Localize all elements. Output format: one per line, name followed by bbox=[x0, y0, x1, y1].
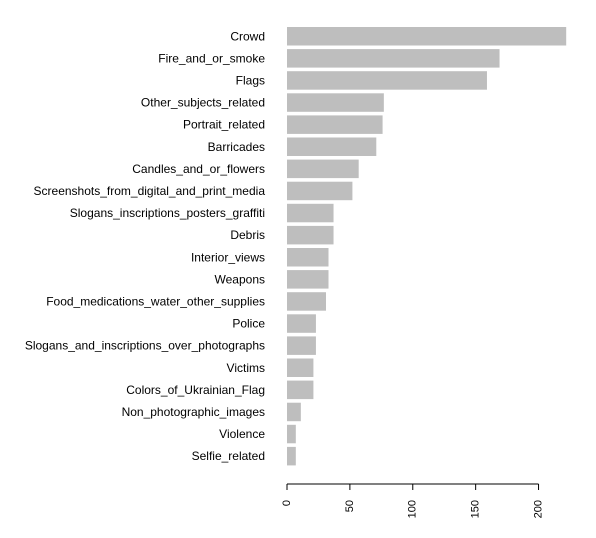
category-label: Debris bbox=[230, 228, 265, 242]
x-tick-label: 150 bbox=[470, 500, 482, 518]
category-label: Slogans_and_inscriptions_over_photograph… bbox=[25, 339, 265, 353]
x-tick-label: 100 bbox=[407, 500, 419, 518]
category-label: Police bbox=[232, 317, 265, 331]
category-label: Portrait_related bbox=[183, 118, 265, 132]
bar-food-medications-water-other-supplies bbox=[287, 292, 326, 311]
bar-interior-views bbox=[287, 248, 329, 267]
category-label: Screenshots_from_digital_and_print_media bbox=[34, 184, 266, 198]
bar-slogans-inscriptions-posters-graffiti bbox=[287, 203, 334, 223]
category-labels-group: Crowd Fire_and_or_smoke Flags Other_subject… bbox=[25, 29, 265, 463]
bar-police bbox=[287, 314, 316, 333]
category-label: Crowd bbox=[230, 29, 265, 43]
category-label: Food_medications_water_other_supplies bbox=[46, 294, 265, 308]
bar-flags bbox=[287, 71, 487, 90]
category-label: Selfie_related bbox=[192, 449, 265, 463]
category-label: Victims bbox=[227, 361, 265, 375]
category-label: Slogans_inscriptions_posters_graffiti bbox=[70, 206, 265, 220]
bars-group bbox=[287, 27, 567, 466]
x-tick-label: 50 bbox=[344, 500, 356, 512]
bar-barricades bbox=[287, 137, 377, 156]
bar-victims bbox=[287, 358, 314, 377]
bar-weapons bbox=[287, 270, 329, 289]
bar-debris bbox=[287, 225, 334, 245]
category-label: Interior_views bbox=[191, 250, 265, 264]
category-label: Weapons bbox=[215, 272, 265, 286]
category-label: Colors_of_Ukrainian_Flag bbox=[126, 383, 265, 397]
bar-selfie-related bbox=[287, 446, 296, 466]
category-label: Violence bbox=[219, 427, 265, 441]
category-label: Candles_and_or_flowers bbox=[132, 162, 265, 176]
bar-other-subjects-related bbox=[287, 93, 384, 112]
category-label: Flags bbox=[236, 73, 265, 87]
category-label: Barricades bbox=[208, 140, 265, 154]
bar-candles-and-or-flowers bbox=[287, 159, 359, 179]
bar-fire-and-or-smoke bbox=[287, 49, 500, 68]
bar-non-photographic-images bbox=[287, 402, 301, 422]
bar-violence bbox=[287, 424, 296, 444]
x-tick-label: 0 bbox=[281, 500, 293, 506]
bar-crowd bbox=[287, 27, 567, 46]
bar-portrait-related bbox=[287, 115, 383, 134]
bar-slogans-and-inscriptions-over-photographs bbox=[287, 336, 316, 355]
x-tick-label: 200 bbox=[532, 500, 544, 518]
category-label: Fire_and_or_smoke bbox=[158, 51, 265, 65]
bar-colors-of-ukrainian-flag bbox=[287, 380, 314, 400]
bar-screenshots-from-digital-and-print-media bbox=[287, 181, 353, 201]
x-axis: 0 50 100 150 200 bbox=[281, 483, 544, 518]
category-label: Other_subjects_related bbox=[141, 96, 265, 110]
category-label: Non_photographic_images bbox=[122, 405, 265, 419]
